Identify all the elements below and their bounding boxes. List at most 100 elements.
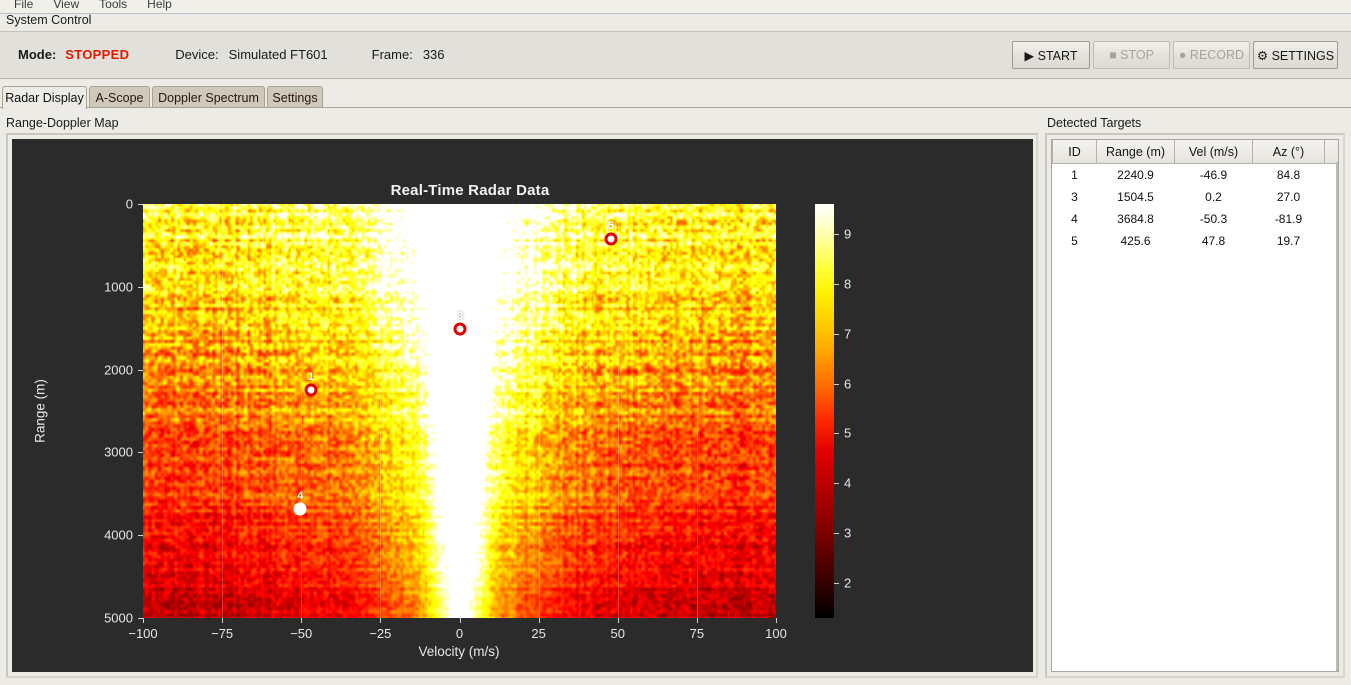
record-button: ● RECORD	[1173, 41, 1250, 69]
x-axis-label: Velocity (m/s)	[418, 644, 500, 659]
heatmap-image	[143, 204, 776, 618]
x-tick-mark	[776, 618, 777, 623]
x-tick-label: 50	[610, 626, 625, 641]
stop-button: ■ STOP	[1093, 41, 1170, 69]
y-tick-mark	[138, 618, 143, 619]
target-extra-cell	[1324, 163, 1338, 186]
colorbar-tick-label: 9	[844, 226, 852, 242]
colorbar-tick-label: 6	[844, 376, 852, 392]
x-tick-mark	[618, 618, 619, 623]
detected-targets-table-container[interactable]: ID Range (m) Vel (m/s) Az (°) 1 2240.9 -46…	[1051, 139, 1339, 672]
tab-underline	[0, 107, 1351, 108]
x-tick-mark	[380, 618, 381, 623]
y-tick-label: 4000	[104, 527, 133, 543]
x-tick-label: 100	[765, 626, 787, 641]
table-body: 1 2240.9 -46.9 84.8 3 1504.5 0.2 27.0 4 3684.8 -50…	[1052, 163, 1338, 252]
mode-value: STOPPED	[65, 47, 130, 62]
target-velocity-cell: -50.3	[1174, 208, 1253, 230]
target-extra-cell	[1324, 208, 1338, 230]
menu-bar: File View Tools Help	[0, 0, 1351, 14]
colorbar-tick-mark	[834, 483, 839, 484]
target-range-cell: 1504.5	[1096, 186, 1175, 208]
target-id-cell: 3	[1052, 186, 1097, 208]
x-tick-label: −50	[290, 626, 313, 641]
menu-item-tools[interactable]: Tools	[99, 0, 128, 11]
colorbar-tick-mark	[834, 433, 839, 434]
target-range-cell: 3684.8	[1096, 208, 1175, 230]
status-row: Mode: STOPPED Device: Simulated FT601 Fr…	[18, 47, 445, 62]
frame-label: Frame:	[371, 47, 413, 62]
colorbar-tick-label: 5	[844, 425, 852, 441]
target-marker[interactable]	[293, 502, 307, 516]
system-control-group-label: System Control	[6, 13, 92, 27]
y-tick-mark	[138, 535, 143, 536]
x-tick-label: −75	[211, 626, 234, 641]
target-velocity-cell: -46.9	[1174, 163, 1253, 186]
tab-doppler-spectrum[interactable]: Doppler Spectrum	[152, 86, 265, 108]
target-extra-cell	[1324, 230, 1338, 252]
target-marker-label: 5	[607, 220, 614, 233]
x-tick-mark	[460, 618, 461, 623]
range-doppler-plot[interactable]: Real-Time Radar Data 0 1000 2000 3000 4000 50…	[12, 139, 1033, 672]
column-header-range[interactable]: Range (m)	[1096, 140, 1175, 164]
x-tick-label: −25	[369, 626, 392, 641]
target-extra-cell	[1324, 186, 1338, 208]
table-vertical-scrollbar[interactable]	[1336, 162, 1338, 671]
table-row[interactable]: 5 425.6 47.8 19.7	[1052, 230, 1338, 252]
table-row[interactable]: 3 1504.5 0.2 27.0	[1052, 186, 1338, 208]
colorbar-tick-mark	[834, 284, 839, 285]
x-tick-label: −100	[128, 626, 158, 641]
y-tick-mark	[138, 287, 143, 288]
tab-radar-display[interactable]: Radar Display	[2, 86, 87, 109]
x-tick-label: 75	[689, 626, 705, 641]
frame-value: 336	[422, 47, 445, 62]
target-marker-label: 3	[457, 309, 464, 322]
target-marker[interactable]	[304, 383, 318, 397]
y-axis-label: Range (m)	[32, 379, 48, 443]
menu-item-view[interactable]: View	[53, 0, 80, 11]
y-tick-label: 3000	[104, 444, 133, 460]
column-header-id[interactable]: ID	[1052, 140, 1097, 164]
menu-item-file[interactable]: File	[14, 0, 34, 11]
y-tick-label: 1000	[104, 279, 133, 295]
y-tick-label: 0	[125, 196, 133, 212]
x-tick-mark	[301, 618, 302, 623]
y-tick-mark	[138, 452, 143, 453]
target-id-cell: 4	[1052, 208, 1097, 230]
target-marker-label: 1	[307, 370, 315, 383]
plot-title: Real-Time Radar Data	[390, 182, 550, 199]
tab-a-scope[interactable]: A-Scope	[89, 86, 150, 108]
y-tick-mark	[138, 370, 143, 371]
target-velocity-cell: 0.2	[1174, 186, 1253, 208]
table-row[interactable]: 4 3684.8 -50.3 -81.9	[1052, 208, 1338, 230]
colorbar-tick-label: 3	[844, 525, 852, 541]
column-header-azimuth[interactable]: Az (°)	[1252, 140, 1325, 164]
target-id-cell: 1	[1052, 163, 1097, 186]
target-marker[interactable]	[604, 232, 618, 246]
start-button[interactable]: ▶ START	[1012, 41, 1090, 69]
colorbar	[815, 204, 834, 618]
x-tick-mark	[222, 618, 223, 623]
target-azimuth-cell: 19.7	[1252, 230, 1325, 252]
target-range-cell: 2240.9	[1096, 163, 1175, 186]
colorbar-tick-mark	[834, 234, 839, 235]
tab-settings[interactable]: Settings	[267, 86, 323, 108]
table-row[interactable]: 1 2240.9 -46.9 84.8	[1052, 163, 1338, 186]
column-header-extra[interactable]	[1324, 140, 1338, 164]
target-marker[interactable]	[453, 322, 467, 336]
device-label: Device:	[175, 47, 219, 62]
colorbar-tick-mark	[834, 583, 839, 584]
x-tick-label: 0	[455, 626, 464, 641]
column-header-velocity[interactable]: Vel (m/s)	[1174, 140, 1253, 164]
settings-button[interactable]: ⚙ SETTINGS	[1253, 41, 1338, 69]
colorbar-tick-label: 8	[844, 276, 852, 292]
target-azimuth-cell: -81.9	[1252, 208, 1325, 230]
menu-item-help[interactable]: Help	[147, 0, 172, 11]
colorbar-tick-mark	[834, 334, 839, 335]
device-value: Simulated FT601	[228, 47, 328, 62]
target-azimuth-cell: 27.0	[1252, 186, 1325, 208]
target-azimuth-cell: 84.8	[1252, 163, 1325, 186]
colorbar-tick-label: 4	[844, 475, 852, 491]
x-tick-mark	[539, 618, 540, 623]
target-marker-label: 4	[297, 490, 304, 503]
